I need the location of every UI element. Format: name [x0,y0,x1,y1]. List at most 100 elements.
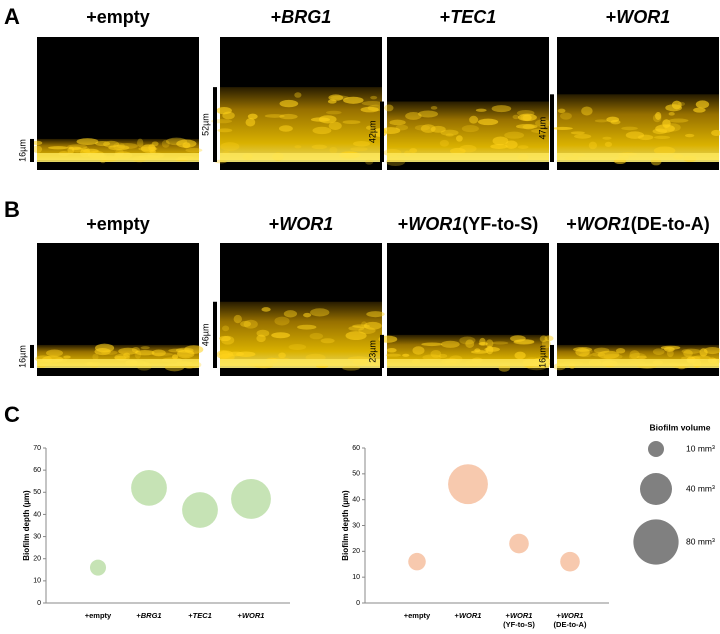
scale-label: 42µm [367,120,377,143]
biofilm-texture [243,319,258,329]
y-tick-label: 50 [33,489,41,496]
biofilm-texture [31,140,43,146]
biofilm-texture [552,126,573,130]
biofilm-texture [504,131,525,139]
biofilm-texture [610,119,621,125]
biofilm-texture [46,349,63,357]
biofilm-texture [131,347,140,353]
legend-label: 40 mm³ [686,483,715,493]
biofilm-texture [350,147,368,152]
biofilm-texture [172,354,179,360]
biofilm-texture [222,325,230,332]
biofilm-texture [348,325,365,331]
y-tick-label: 40 [33,511,41,518]
biofilm-texture [421,342,443,347]
biofilm-texture [32,145,43,153]
bubble [408,552,426,571]
x-tick-label: +empty [85,611,112,620]
x-tick-label: +WOR1 (DE-to-A) [554,611,587,629]
biofilm-texture [342,120,361,125]
bright-layer [220,153,382,160]
image-title: +WOR1(DE-to-A) [566,214,710,234]
scale-bar [213,301,217,368]
biofilm-texture [118,347,138,355]
bubble [448,464,488,505]
y-tick-label: 40 [352,497,360,504]
biofilm-texture [449,147,466,155]
biofilm-texture [303,312,312,318]
scale-label: 47µm [537,117,547,140]
biofilm-texture [63,355,71,359]
biofilm-texture [165,137,188,146]
biofilm-texture [539,335,548,343]
biofilm-texture [279,113,298,120]
x-tick-label: +empty [404,611,431,620]
biofilm-texture [693,107,706,113]
biofilm-texture [652,348,665,355]
biofilm-texture [491,341,509,345]
y-tick-label: 60 [352,445,360,452]
biofilm-texture [68,146,82,151]
biofilm-texture [405,112,422,120]
biofilm-texture [531,128,547,134]
biofilm-texture [621,126,638,131]
bright-layer [220,359,382,366]
biofilm-texture [345,331,367,341]
biofilm-texture [663,346,675,352]
bright-layer [387,153,549,160]
biofilm-texture [361,101,384,106]
biofilm-texture [151,349,166,357]
biofilm-texture [328,121,342,131]
y-tick-label: 0 [37,600,41,607]
biofilm-texture [274,316,290,326]
biofilm-texture [353,140,371,147]
legend-bubble [640,473,672,505]
biofilm-texture [310,117,330,122]
biofilm-texture [573,346,593,352]
y-tick-label: 30 [352,522,360,529]
biofilm-texture [264,114,285,118]
biofilm-texture [711,129,720,137]
biofilm-texture [384,104,394,112]
biofilm-texture [629,350,640,360]
biofilm-texture [668,111,675,116]
biofilm-texture [220,142,240,151]
biofilm-texture [438,353,448,359]
biofilm-texture [655,124,675,133]
biofilm-texture [82,148,99,154]
biofilm-texture [48,146,69,150]
biofilm-texture [135,350,155,356]
y-tick-label: 10 [352,574,360,581]
biofilm-texture [557,108,566,114]
bubble [131,469,167,506]
x-tick-label: +WOR1 (YF-to-S) [503,611,535,629]
biofilm-texture [602,136,612,140]
biofilm-texture [312,126,332,135]
biofilm-texture [342,365,360,371]
scale-label: 16µm [537,345,547,368]
biofilm-texture [328,94,344,101]
biofilm-texture [478,341,488,346]
biofilm-texture [430,125,446,133]
biofilm-texture [219,335,231,342]
biofilm-texture [92,353,99,361]
biofilm-texture [366,311,385,318]
biofilm-texture [116,143,138,149]
y-axis-label: Biofilm depth (µm) [341,490,350,561]
y-tick-label: 50 [352,471,360,478]
biofilm-texture [247,113,258,120]
biofilm-texture [360,106,379,113]
biofilm-texture [535,119,551,128]
biofilm-texture [477,118,499,126]
biofilm-texture [309,332,324,340]
image-title: +TEC1 [440,7,497,27]
biofilm-texture [283,310,298,318]
legend-label: 80 mm³ [686,536,715,546]
biofilm-texture [541,339,551,349]
biofilm-texture [221,335,235,345]
biofilm-texture [95,343,115,353]
biofilm-texture [636,355,648,359]
bright-layer [557,359,719,366]
biofilm-texture [677,365,686,370]
